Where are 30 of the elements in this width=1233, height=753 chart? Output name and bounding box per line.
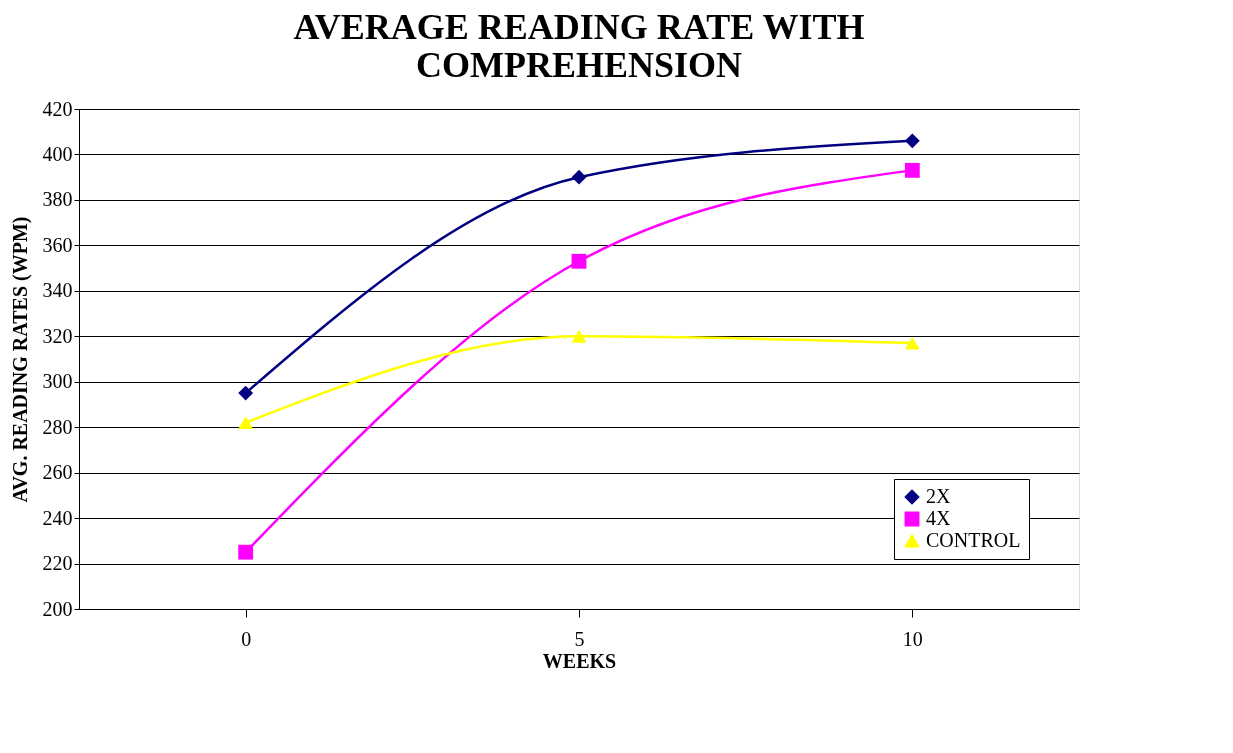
point	[571, 253, 587, 269]
point	[571, 329, 587, 343]
legend-label: 2X	[926, 485, 951, 507]
y-tick-label: 280	[42, 415, 73, 438]
point	[904, 336, 920, 350]
y-tick-label: 380	[42, 188, 73, 211]
y-tick-label: 260	[42, 461, 73, 484]
point	[238, 544, 254, 560]
point	[571, 169, 587, 185]
y-tick-label: 320	[42, 324, 73, 347]
y-tick-label: 220	[42, 552, 73, 575]
y-tick-label: 240	[42, 506, 73, 529]
y-axis-title: AVG. READING RATES (WPM)	[8, 216, 32, 503]
legend-label: CONTROL	[926, 529, 1021, 551]
x-tick-label: 5	[574, 627, 585, 650]
point	[904, 162, 920, 178]
point	[238, 385, 254, 401]
x-tick-label: 10	[902, 627, 923, 650]
y-tick-label: 340	[42, 279, 73, 302]
x-axis-title: WEEKS	[542, 649, 617, 672]
y-tick-label: 400	[42, 142, 73, 165]
legend-label: 4X	[926, 507, 951, 529]
y-tick-label: 300	[42, 370, 73, 393]
chart-title: AVERAGE READING RATE WITH COMPREHENSION	[293, 7, 865, 85]
y-tick-label: 360	[42, 233, 73, 256]
y-tick-label: 200	[42, 597, 73, 620]
point	[238, 416, 254, 430]
point	[904, 133, 920, 149]
x-tick-label: 0	[241, 627, 252, 650]
y-tick-label: 420	[42, 97, 73, 120]
